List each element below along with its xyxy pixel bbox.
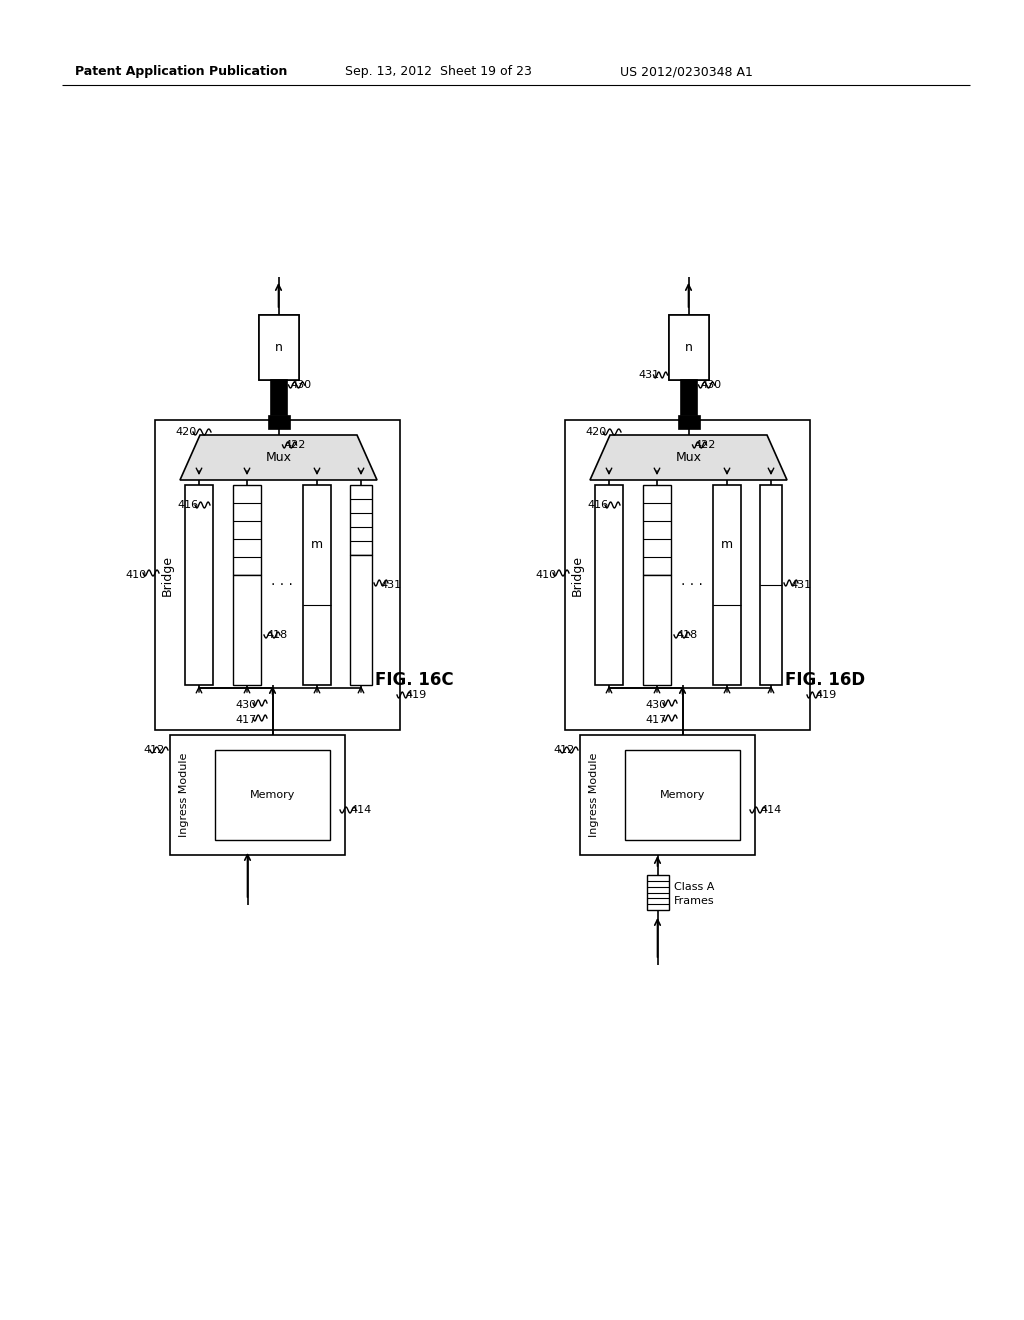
Text: Mux: Mux xyxy=(265,451,292,465)
Bar xyxy=(646,875,669,909)
Text: Sep. 13, 2012  Sheet 19 of 23: Sep. 13, 2012 Sheet 19 of 23 xyxy=(345,66,531,78)
Text: 430: 430 xyxy=(645,700,667,710)
Text: 417: 417 xyxy=(645,715,667,725)
Text: 422: 422 xyxy=(285,440,306,450)
Text: Memory: Memory xyxy=(250,789,295,800)
Bar xyxy=(669,315,709,380)
Text: Ingress Module: Ingress Module xyxy=(179,752,189,837)
Bar xyxy=(233,484,261,576)
Bar xyxy=(713,484,741,685)
Text: 430: 430 xyxy=(234,700,256,710)
Bar xyxy=(580,735,755,855)
Text: 416: 416 xyxy=(177,500,198,510)
Text: m: m xyxy=(311,539,323,552)
Text: 418: 418 xyxy=(266,630,288,640)
Text: Frames: Frames xyxy=(674,895,714,906)
Text: Patent Application Publication: Patent Application Publication xyxy=(75,66,288,78)
Bar xyxy=(350,484,372,554)
Text: 414: 414 xyxy=(760,805,781,814)
Bar xyxy=(258,315,299,380)
Bar xyxy=(303,484,331,685)
Text: 431: 431 xyxy=(790,579,811,590)
Bar xyxy=(233,576,261,685)
Bar xyxy=(258,315,299,380)
Bar xyxy=(270,380,287,414)
Text: · · ·: · · · xyxy=(681,578,702,591)
Bar xyxy=(643,484,671,576)
Text: n: n xyxy=(274,341,283,354)
Text: n: n xyxy=(685,341,692,354)
Text: 418: 418 xyxy=(676,630,697,640)
Bar xyxy=(643,576,671,685)
Bar xyxy=(215,750,330,840)
Text: Ingress Module: Ingress Module xyxy=(589,752,599,837)
Text: Bridge: Bridge xyxy=(161,554,173,595)
Bar xyxy=(678,414,699,429)
Text: 420: 420 xyxy=(175,426,197,437)
Text: 410: 410 xyxy=(125,570,146,579)
Text: 422: 422 xyxy=(694,440,716,450)
Text: FIG. 16D: FIG. 16D xyxy=(785,671,865,689)
Text: 419: 419 xyxy=(406,690,426,700)
Bar xyxy=(625,750,740,840)
Bar xyxy=(170,735,345,855)
Text: FIG. 16C: FIG. 16C xyxy=(375,671,454,689)
Text: Bridge: Bridge xyxy=(570,554,584,595)
Text: 430: 430 xyxy=(700,380,722,389)
Text: Memory: Memory xyxy=(659,789,706,800)
Bar xyxy=(669,315,709,380)
Text: 431: 431 xyxy=(639,370,659,380)
Polygon shape xyxy=(590,436,787,480)
Bar xyxy=(155,420,400,730)
Text: 410: 410 xyxy=(535,570,556,579)
Text: 417: 417 xyxy=(234,715,256,725)
Text: · · ·: · · · xyxy=(271,578,293,591)
Text: 419: 419 xyxy=(815,690,837,700)
Bar xyxy=(185,484,213,685)
Text: 414: 414 xyxy=(350,805,372,814)
Text: Mux: Mux xyxy=(676,451,701,465)
Bar xyxy=(595,484,623,685)
Bar xyxy=(565,420,810,730)
Text: m: m xyxy=(721,539,733,552)
Text: 430: 430 xyxy=(291,380,311,389)
Bar xyxy=(350,554,372,685)
Text: Class A: Class A xyxy=(674,883,714,892)
Bar xyxy=(267,414,290,429)
Text: 420: 420 xyxy=(585,426,606,437)
Text: 431: 431 xyxy=(380,579,401,590)
Bar xyxy=(760,484,782,685)
Bar xyxy=(681,380,696,414)
Text: 416: 416 xyxy=(587,500,608,510)
Text: 412: 412 xyxy=(554,744,575,755)
Polygon shape xyxy=(180,436,377,480)
Text: US 2012/0230348 A1: US 2012/0230348 A1 xyxy=(620,66,753,78)
Text: 412: 412 xyxy=(143,744,165,755)
